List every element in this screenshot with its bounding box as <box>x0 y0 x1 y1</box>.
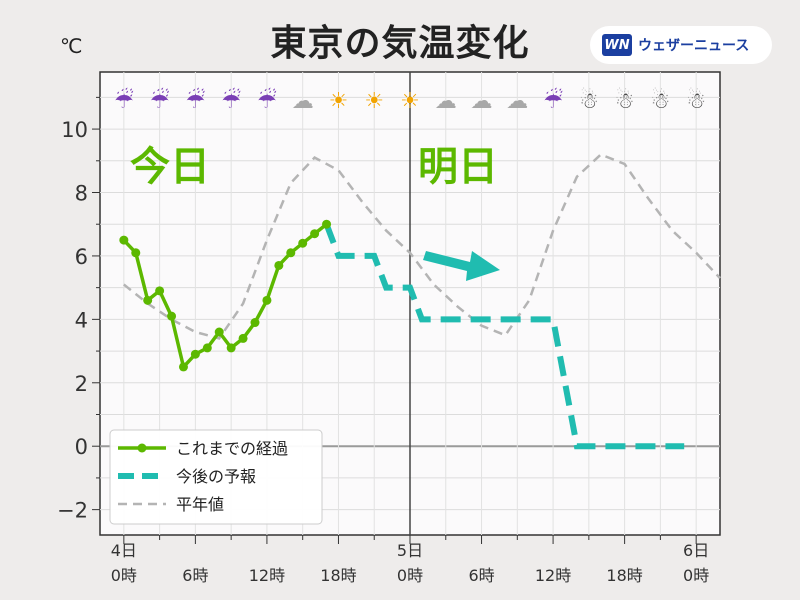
series-actual-point <box>238 333 248 343</box>
umbrella-rain-icon: ☔ <box>186 87 206 114</box>
series-actual-point <box>286 248 296 258</box>
x-tick-time-label: 12時 <box>249 566 285 585</box>
legend-box <box>109 429 323 525</box>
y-tick-label: 4 <box>75 308 88 332</box>
series-actual-point <box>214 327 224 337</box>
x-tick-time-label: 0時 <box>683 566 709 585</box>
series-actual-point <box>178 362 188 372</box>
series-actual-point <box>310 229 320 239</box>
axes: −2 0 2 4 6 8 10 4日 0時 6時 12時 18時 5日 0時 6時 12時 18時 6日 0時 <box>57 96 709 585</box>
trend-arrow-icon <box>423 251 500 281</box>
x-tick-time-label: 18時 <box>320 566 356 585</box>
brand-badge: WN ウェザーニュース <box>590 26 772 64</box>
series-actual-point <box>190 349 200 359</box>
cloud-icon: ☁ <box>506 89 528 114</box>
cloud-icon: ☁ <box>471 89 493 114</box>
x-tick-time-label: 12時 <box>535 566 571 585</box>
sun-icon: ☀ <box>400 89 420 114</box>
series-actual-point <box>167 311 177 321</box>
weather-icons: ☔ ☔ ☔ ☔ ☔ ☁ ☀ ☀ ☀ ☁ ☁ ☁ ☔ ☃ ☃ ☃ ☃ <box>114 87 706 114</box>
y-tick-label: 0 <box>75 435 88 459</box>
x-tick-day-label: 5日 <box>397 541 423 560</box>
cloud-icon: ☁ <box>435 89 457 114</box>
snowman-icon: ☃ <box>686 87 706 114</box>
series-actual-point <box>119 235 129 245</box>
chart-title: 東京の気温変化 <box>270 23 530 64</box>
legend-normal-label: 平年値 <box>176 495 224 514</box>
cloud-icon: ☁ <box>292 89 314 114</box>
x-tick-time-label: 18時 <box>606 566 642 585</box>
series-actual-point <box>143 295 153 305</box>
x-tick-day-label: 6日 <box>683 541 709 560</box>
snowman-icon: ☃ <box>615 87 635 114</box>
y-tick-label: −2 <box>57 499 88 523</box>
sun-icon: ☀ <box>364 89 384 114</box>
snowman-icon: ☃ <box>579 87 599 114</box>
brand-name: ウェザーニュース <box>638 38 750 54</box>
series-actual-point <box>298 238 308 248</box>
series <box>119 153 721 450</box>
series-actual-point <box>262 295 272 305</box>
y-tick-label: 8 <box>75 182 88 206</box>
series-actual-point <box>226 343 236 353</box>
x-tick-time-label: 0時 <box>111 566 137 585</box>
series-normal-line <box>123 153 721 340</box>
y-tick-label: 2 <box>75 372 88 396</box>
series-actual-point <box>202 343 212 353</box>
x-tick-time-label: 6時 <box>182 566 208 585</box>
legend-forecast-label: 今後の予報 <box>176 467 256 486</box>
legend-actual-label: これまでの経過 <box>176 439 288 458</box>
umbrella-rain-icon: ☔ <box>221 87 241 114</box>
y-tick-label: 10 <box>61 118 88 142</box>
annotations: 今日 明日 <box>130 144 500 281</box>
weathernews-logo-icon: WN <box>602 34 632 56</box>
x-tick-time-label: 6時 <box>468 566 494 585</box>
umbrella-rain-icon: ☔ <box>257 87 277 114</box>
series-actual-point <box>322 219 332 229</box>
x-tick-day-label: 4日 <box>111 541 137 560</box>
series-actual-point <box>131 248 141 258</box>
series-actual-point <box>250 318 260 328</box>
day-label-today: 今日 <box>130 144 210 190</box>
day-label-tomorrow: 明日 <box>418 144 498 190</box>
y-axis-unit: ℃ <box>60 34 83 58</box>
series-actual-point <box>274 260 284 270</box>
snowman-icon: ☃ <box>651 87 671 114</box>
y-tick-label: 6 <box>75 245 88 269</box>
umbrella-rain-icon: ☔ <box>150 87 170 114</box>
umbrella-rain-icon: ☔ <box>543 87 563 114</box>
legend-actual-marker <box>137 443 147 453</box>
series-actual-point <box>155 286 165 296</box>
x-tick-time-label: 0時 <box>397 566 423 585</box>
sun-icon: ☀ <box>329 89 349 114</box>
umbrella-rain-icon: ☔ <box>114 87 134 114</box>
series-forecast-line <box>323 223 685 450</box>
